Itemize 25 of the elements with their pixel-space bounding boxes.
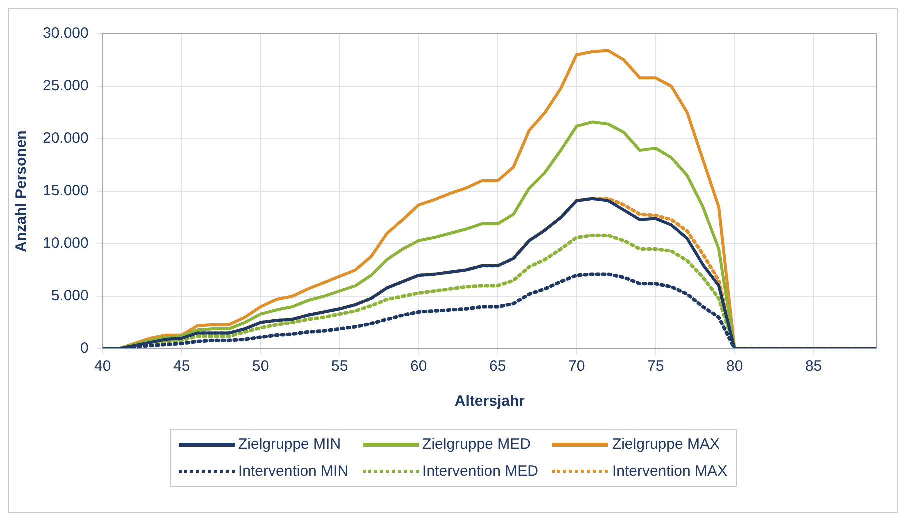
legend-label: Intervention MAX	[612, 463, 728, 480]
y-tick-label: 25.000	[42, 78, 89, 95]
legend-label: Zielgruppe MIN	[238, 436, 342, 453]
x-tick-label: 65	[489, 358, 506, 376]
y-tick-label: 15.000	[42, 182, 89, 200]
y-tick-label: 0	[80, 340, 89, 358]
legend-label: Intervention MIN	[238, 463, 349, 480]
x-tick-label: 70	[568, 358, 586, 376]
x-axis-title: Altersjahr	[454, 393, 526, 410]
y-axis-title: Anzahl Personen	[13, 130, 30, 252]
x-tick-label: 80	[726, 358, 744, 376]
x-tick-label: 60	[410, 358, 428, 376]
y-tick-label: 10.000	[42, 235, 89, 252]
legend-label: Zielgruppe MED	[422, 436, 531, 453]
legend-label: Intervention MED	[422, 463, 538, 480]
x-tick-label: 55	[332, 358, 348, 376]
y-tick-label: 5.000	[51, 288, 89, 305]
x-tick-label: 45	[174, 358, 190, 376]
x-tick-label: 85	[805, 358, 822, 376]
x-tick-label: 75	[647, 358, 664, 376]
y-tick-label: 30.000	[42, 25, 89, 42]
legend-label: Zielgruppe MAX	[612, 436, 720, 453]
y-tick-label: 20.000	[42, 130, 89, 148]
x-tick-label: 50	[252, 358, 270, 376]
x-tick-label: 40	[94, 358, 112, 376]
